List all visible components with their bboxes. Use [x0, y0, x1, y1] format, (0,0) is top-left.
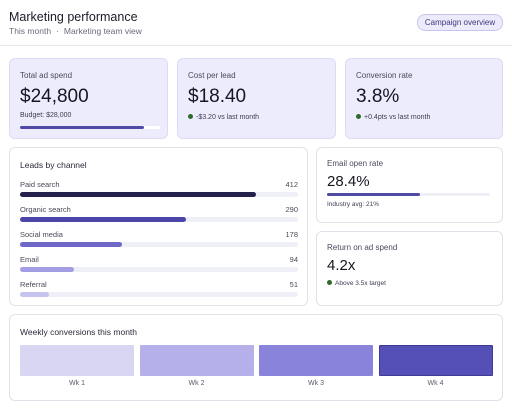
channel-bar-track — [20, 267, 298, 272]
conversion-rate-change-text: +0.4pts vs last month — [364, 114, 431, 121]
roas-label: Return on ad spend — [327, 243, 398, 252]
week-label: Wk 1 — [69, 380, 85, 387]
roas-value: 4.2x — [327, 257, 356, 274]
subtitle-separator: · — [56, 26, 59, 36]
weekly-conversions-card: Weekly conversions this month Wk 1 Wk 2 Wk… — [9, 314, 503, 401]
email-open-rate-fill — [327, 193, 420, 196]
leads-by-channel-title: Leads by channel — [20, 160, 87, 170]
ad-spend-label: Total ad spend — [20, 71, 73, 80]
channel-bar-fill — [20, 292, 50, 297]
ad-spend-card: Total ad spend $24,800 Budget: $28,000 — [9, 58, 168, 139]
page-title: Marketing performance — [9, 10, 138, 24]
campaign-overview-button[interactable]: Campaign overview — [417, 14, 503, 31]
channel-row: Email 94 — [20, 255, 308, 281]
email-open-rate-track — [327, 193, 490, 196]
page-header: Marketing performance This month · Marketi… — [0, 0, 512, 46]
cost-per-lead-change: -$3.20 vs last month — [188, 114, 259, 121]
cost-per-lead-card: Cost per lead $18.40 -$3.20 vs last mont… — [177, 58, 336, 139]
channel-bar-track — [20, 192, 298, 197]
week-bar — [20, 345, 134, 376]
week-bar — [139, 345, 254, 376]
channel-bar-track — [20, 242, 298, 247]
view-label: Marketing team view — [63, 26, 142, 36]
budget-progress-fill — [20, 126, 145, 129]
email-open-rate-value: 28.4% — [327, 173, 370, 190]
channel-label: Referral — [20, 280, 47, 289]
email-open-rate-card: Email open rate 28.4% Industry avg: 21% — [316, 147, 503, 223]
channel-row: Referral 51 — [20, 280, 308, 306]
conversion-rate-label: Conversion rate — [356, 71, 413, 80]
channel-row: Organic search 290 — [20, 205, 308, 231]
conversion-rate-value: 3.8% — [356, 86, 400, 107]
leads-by-channel-card: Leads by channel Paid search 412 Organic s… — [9, 147, 308, 306]
channel-value: 51 — [289, 280, 298, 289]
channel-bar-track — [20, 292, 298, 297]
channel-bar-fill — [20, 242, 122, 247]
page-subtitle: This month · Marketing team view — [9, 26, 142, 36]
channel-row: Paid search 412 — [20, 180, 308, 206]
period-label: This month — [9, 26, 52, 36]
budget-label: Budget: $28,000 — [20, 112, 72, 119]
channel-value: 290 — [285, 205, 298, 214]
roas-note-text: Above 3.5x target — [335, 280, 386, 287]
channel-label: Email — [20, 255, 39, 264]
channel-label: Social media — [20, 230, 63, 239]
email-open-rate-label: Email open rate — [327, 159, 384, 168]
weekly-conversions-title: Weekly conversions this month — [20, 327, 138, 337]
cost-per-lead-value: $18.40 — [188, 86, 247, 107]
channel-value: 94 — [289, 255, 298, 264]
positive-dot-icon — [327, 280, 332, 285]
industry-average-label: Industry avg: 21% — [327, 201, 380, 208]
channel-label: Paid search — [20, 180, 60, 189]
channel-row: Social media 178 — [20, 230, 308, 256]
week-label: Wk 2 — [188, 380, 205, 387]
positive-dot-icon — [188, 114, 193, 119]
week-bar — [259, 345, 373, 376]
roas-note: Above 3.5x target — [327, 280, 386, 287]
channel-value: 412 — [285, 180, 298, 189]
week-label: Wk 3 — [308, 380, 324, 387]
roas-card: Return on ad spend 4.2x Above 3.5x targe… — [316, 231, 503, 306]
cost-per-lead-label: Cost per lead — [188, 71, 236, 80]
channel-label: Organic search — [20, 205, 71, 214]
positive-dot-icon — [356, 114, 361, 119]
channel-value: 178 — [285, 230, 298, 239]
week-label: Wk 4 — [427, 380, 444, 387]
channel-bar-fill — [20, 267, 74, 272]
cost-per-lead-change-text: -$3.20 vs last month — [196, 114, 260, 121]
week-bar — [378, 345, 493, 376]
ad-spend-value: $24,800 — [20, 86, 89, 107]
conversion-rate-change: +0.4pts vs last month — [356, 114, 430, 121]
channel-bar-track — [20, 217, 298, 222]
channel-bar-fill — [20, 217, 187, 222]
channel-bar-fill — [20, 192, 256, 197]
conversion-rate-card: Conversion rate 3.8% +0.4pts vs last mon… — [345, 58, 503, 139]
budget-progress-track — [20, 126, 160, 129]
